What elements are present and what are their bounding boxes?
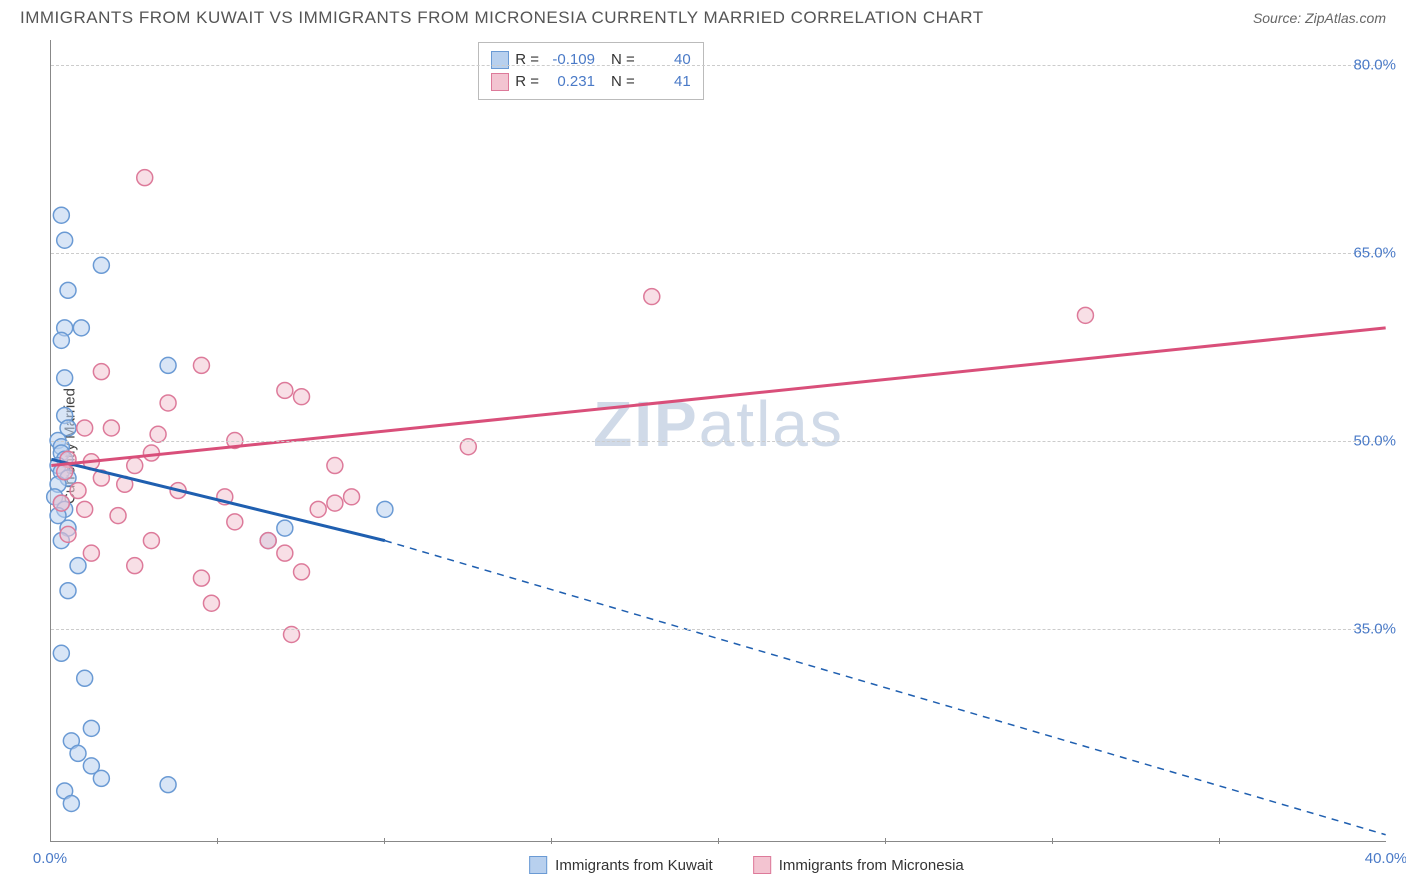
- scatter-point: [310, 501, 326, 517]
- scatter-point: [193, 570, 209, 586]
- scatter-point: [160, 357, 176, 373]
- x-tick-mark: [885, 838, 886, 844]
- scatter-point: [193, 357, 209, 373]
- scatter-point: [277, 545, 293, 561]
- scatter-point: [77, 670, 93, 686]
- legend-r-label: R =: [515, 49, 539, 71]
- y-tick-label: 65.0%: [1353, 245, 1396, 262]
- scatter-point: [93, 364, 109, 380]
- scatter-point: [70, 745, 86, 761]
- legend-row: R = 0.231 N = 41: [491, 71, 691, 93]
- scatter-point: [227, 514, 243, 530]
- scatter-point: [110, 508, 126, 524]
- scatter-point: [83, 720, 99, 736]
- legend-swatch-icon: [491, 51, 509, 69]
- legend-swatch-icon: [491, 73, 509, 91]
- scatter-point: [644, 289, 660, 305]
- scatter-point: [93, 257, 109, 273]
- scatter-point: [53, 495, 69, 511]
- scatter-point: [57, 370, 73, 386]
- trend-line: [51, 328, 1385, 466]
- scatter-point: [150, 426, 166, 442]
- x-tick-mark: [718, 838, 719, 844]
- chart-title: IMMIGRANTS FROM KUWAIT VS IMMIGRANTS FRO…: [20, 8, 984, 28]
- source-attribution: Source: ZipAtlas.com: [1253, 10, 1386, 26]
- y-tick-label: 35.0%: [1353, 620, 1396, 637]
- trend-line-extrapolated: [385, 541, 1386, 835]
- series-legend-label: Immigrants from Kuwait: [555, 857, 713, 874]
- scatter-point: [60, 526, 76, 542]
- gridline: [51, 629, 1386, 630]
- scatter-point: [60, 282, 76, 298]
- scatter-point: [103, 420, 119, 436]
- scatter-point: [277, 520, 293, 536]
- series-legend: Immigrants from Kuwait Immigrants from Mi…: [529, 856, 964, 874]
- scatter-point: [137, 170, 153, 186]
- x-tick-mark: [1219, 838, 1220, 844]
- scatter-point: [127, 458, 143, 474]
- series-legend-label: Immigrants from Micronesia: [779, 857, 964, 874]
- series-legend-item: Immigrants from Micronesia: [753, 856, 964, 874]
- scatter-point: [327, 495, 343, 511]
- correlation-legend: R = -0.109 N = 40 R = 0.231 N = 41: [478, 42, 704, 100]
- legend-r-label: R =: [515, 71, 539, 93]
- scatter-point: [93, 770, 109, 786]
- scatter-point: [143, 533, 159, 549]
- scatter-point: [260, 533, 276, 549]
- legend-n-label: N =: [611, 71, 635, 93]
- scatter-point: [53, 645, 69, 661]
- x-tick-mark: [1052, 838, 1053, 844]
- x-tick-mark: [217, 838, 218, 844]
- series-legend-item: Immigrants from Kuwait: [529, 856, 713, 874]
- gridline: [51, 441, 1386, 442]
- scatter-point: [160, 777, 176, 793]
- scatter-point: [1077, 307, 1093, 323]
- scatter-point: [83, 545, 99, 561]
- legend-n-value: 41: [641, 71, 691, 93]
- scatter-point: [277, 382, 293, 398]
- x-tick-label: 40.0%: [1365, 850, 1406, 867]
- chart-plot-area: ZIPatlas R =-0.109N =40R =0.231N =41: [50, 40, 1386, 842]
- scatter-point: [53, 207, 69, 223]
- scatter-point: [294, 389, 310, 405]
- legend-r-value: -0.109: [545, 49, 595, 71]
- scatter-point: [77, 420, 93, 436]
- x-tick-label: 0.0%: [33, 850, 67, 867]
- scatter-point: [57, 232, 73, 248]
- scatter-point: [70, 483, 86, 499]
- scatter-point: [60, 583, 76, 599]
- x-tick-mark: [551, 838, 552, 844]
- source-label: Source:: [1253, 10, 1305, 26]
- legend-n-value: 40: [641, 49, 691, 71]
- scatter-point: [70, 558, 86, 574]
- scatter-point: [377, 501, 393, 517]
- x-tick-mark: [384, 838, 385, 844]
- legend-n-label: N =: [611, 49, 635, 71]
- scatter-point: [77, 501, 93, 517]
- y-tick-label: 80.0%: [1353, 57, 1396, 74]
- legend-swatch-icon: [753, 856, 771, 874]
- scatter-point: [294, 564, 310, 580]
- gridline: [51, 65, 1386, 66]
- scatter-point: [143, 445, 159, 461]
- legend-r-value: 0.231: [545, 71, 595, 93]
- scatter-point: [127, 558, 143, 574]
- scatter-point: [63, 795, 79, 811]
- y-tick-label: 50.0%: [1353, 433, 1396, 450]
- scatter-point: [203, 595, 219, 611]
- legend-row: R = -0.109 N = 40: [491, 49, 691, 71]
- source-name: ZipAtlas.com: [1305, 10, 1386, 26]
- scatter-point: [344, 489, 360, 505]
- legend-swatch-icon: [529, 856, 547, 874]
- gridline: [51, 253, 1386, 254]
- scatter-point: [73, 320, 89, 336]
- scatter-point: [327, 458, 343, 474]
- scatter-point: [160, 395, 176, 411]
- scatter-point: [53, 332, 69, 348]
